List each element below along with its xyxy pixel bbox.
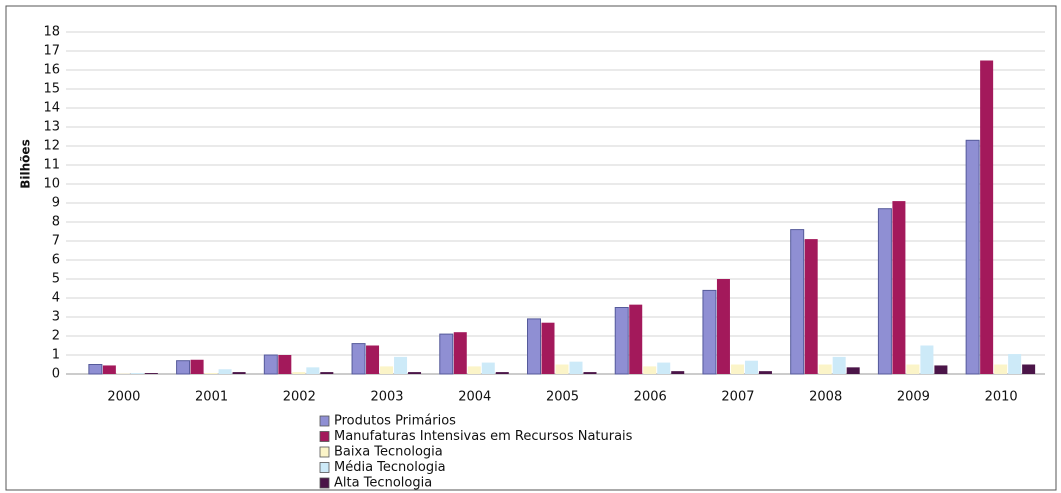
- bar: [263, 354, 278, 375]
- x-tick-label: 2001: [195, 390, 228, 405]
- bar: [657, 362, 671, 374]
- bar: [906, 364, 920, 374]
- bar: [555, 364, 569, 374]
- bar: [980, 60, 994, 374]
- x-tick-label: 2005: [546, 390, 579, 405]
- bar: [569, 361, 583, 374]
- bar: [366, 345, 380, 374]
- bar: [892, 201, 906, 374]
- y-tick-label: 16: [43, 63, 60, 78]
- x-tick-label: 2004: [458, 390, 491, 405]
- bar: [920, 345, 934, 374]
- bar: [102, 365, 116, 374]
- bar: [965, 139, 980, 375]
- y-tick-label: 7: [52, 234, 60, 249]
- bar: [320, 372, 334, 374]
- x-tick-label: 2006: [634, 390, 667, 405]
- bar: [380, 366, 394, 374]
- bar: [716, 279, 730, 374]
- bar: [88, 364, 103, 375]
- bar: [232, 372, 246, 374]
- bar: [846, 367, 860, 374]
- y-tick-label: 17: [43, 44, 60, 59]
- legend-label: Alta Tecnologia: [334, 476, 432, 491]
- y-tick-label: 5: [52, 272, 60, 287]
- bar: [758, 371, 772, 374]
- x-tick-label: 2010: [985, 390, 1018, 405]
- legend-swatch: [319, 462, 330, 473]
- x-tick-label: 2003: [370, 390, 403, 405]
- bar: [877, 208, 892, 375]
- bar: [832, 356, 846, 374]
- x-tick-label: 2008: [809, 390, 842, 405]
- x-tick-label: 2007: [721, 390, 754, 405]
- x-tick-label: 2009: [897, 390, 930, 405]
- bar: [643, 366, 657, 374]
- bar: [583, 372, 597, 374]
- y-tick-label: 14: [43, 101, 60, 116]
- bar: [495, 372, 509, 374]
- y-tick-label: 0: [52, 367, 60, 382]
- bar: [453, 332, 467, 374]
- bar: [204, 373, 218, 374]
- legend-swatch: [319, 477, 330, 489]
- bar: [481, 362, 495, 374]
- y-tick-label: 11: [43, 158, 60, 173]
- bar: [614, 307, 629, 375]
- legend-swatch: [319, 431, 330, 442]
- y-tick-label: 18: [43, 25, 60, 40]
- legend-label: Manufaturas Intensivas em Recursos Natur…: [334, 429, 633, 444]
- bar: [527, 318, 541, 375]
- y-tick-label: 1: [52, 348, 60, 363]
- bar: [278, 355, 292, 374]
- bar: [351, 343, 366, 375]
- bar: [804, 239, 818, 374]
- y-tick-label: 3: [52, 310, 60, 325]
- bar: [934, 365, 948, 374]
- bar: [130, 373, 144, 374]
- bar: [730, 364, 744, 374]
- bar: [744, 360, 758, 374]
- bar: [994, 364, 1008, 374]
- bar: [671, 371, 685, 374]
- bar: [408, 372, 422, 374]
- y-tick-label: 6: [52, 253, 60, 268]
- bar: [394, 356, 408, 374]
- legend-swatch: [319, 446, 330, 458]
- y-tick-label: 15: [43, 82, 60, 97]
- y-tick-label: 13: [43, 120, 60, 135]
- y-tick-label: 9: [52, 196, 60, 211]
- x-tick-label: 2002: [283, 390, 316, 405]
- bar: [292, 372, 306, 374]
- legend-label: Baixa Tecnologia: [334, 445, 443, 460]
- y-tick-label: 8: [52, 215, 60, 230]
- x-tick-label: 2000: [107, 390, 140, 405]
- bar: [218, 369, 232, 374]
- y-axis-label: Bilhões: [19, 139, 33, 188]
- bar: [439, 333, 454, 375]
- bar: [144, 373, 158, 374]
- y-tick-label: 2: [52, 329, 60, 344]
- bar: [629, 304, 643, 374]
- y-tick-label: 12: [43, 139, 60, 154]
- bar: [467, 366, 481, 374]
- bar: [541, 322, 555, 374]
- legend-label: Média Tecnologia: [334, 460, 446, 475]
- y-tick-label: 10: [43, 177, 60, 192]
- bar: [190, 359, 204, 374]
- bar: [818, 364, 832, 374]
- bar: [176, 360, 191, 375]
- y-tick-label: 4: [52, 291, 60, 306]
- bar: [1008, 354, 1022, 374]
- bar: [702, 289, 717, 375]
- legend-swatch: [319, 415, 330, 427]
- legend-label: Produtos Primários: [334, 414, 456, 429]
- bar: [1022, 364, 1036, 374]
- bar: [306, 367, 320, 374]
- bar: [790, 229, 805, 375]
